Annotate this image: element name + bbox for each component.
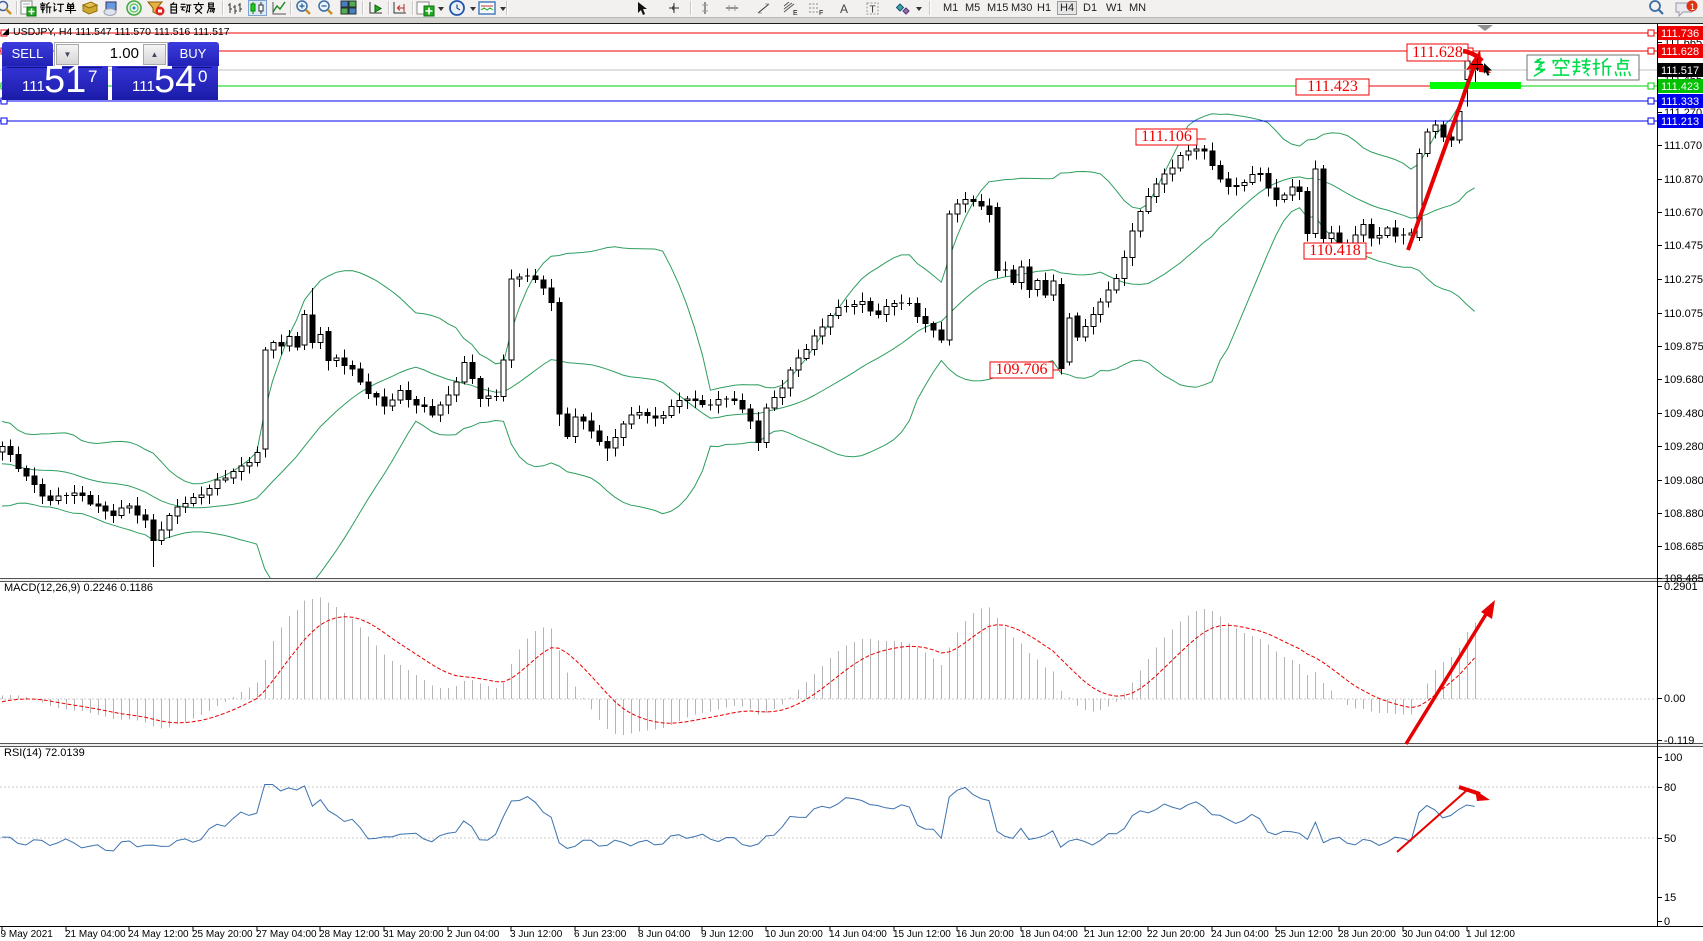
svg-text:16 Jun 20:00: 16 Jun 20:00 (956, 929, 1014, 940)
svg-text:111.106: 111.106 (1141, 128, 1192, 145)
svg-text:21 May 04:00: 21 May 04:00 (65, 929, 126, 940)
svg-text:111.628: 111.628 (1661, 46, 1699, 58)
svg-text:3 Jun 12:00: 3 Jun 12:00 (510, 929, 563, 940)
svg-text:27 May 04:00: 27 May 04:00 (256, 929, 317, 940)
svg-text:111.423: 111.423 (1661, 81, 1699, 93)
svg-text:1 Jul 12:00: 1 Jul 12:00 (1466, 929, 1515, 940)
svg-text:19 May 2021: 19 May 2021 (0, 929, 53, 940)
svg-text:24 Jun 04:00: 24 Jun 04:00 (1211, 929, 1269, 940)
svg-text:109.875: 109.875 (1664, 341, 1703, 353)
svg-text:30 Jun 04:00: 30 Jun 04:00 (1402, 929, 1460, 940)
svg-text:MACD(12,26,9) 0.2246 0.1186: MACD(12,26,9) 0.2246 0.1186 (4, 582, 153, 594)
svg-text:E: E (793, 10, 798, 17)
svg-text:111.736: 111.736 (1661, 28, 1699, 40)
svg-text:15: 15 (1664, 892, 1676, 904)
svg-text:109.280: 109.280 (1664, 441, 1703, 453)
svg-text:31 May 20:00: 31 May 20:00 (383, 929, 444, 940)
svg-text:RSI(14) 72.0139: RSI(14) 72.0139 (4, 747, 85, 759)
svg-text:1: 1 (1690, 2, 1695, 12)
svg-text:22 Jun 20:00: 22 Jun 20:00 (1147, 929, 1205, 940)
svg-text:100: 100 (1664, 752, 1682, 764)
svg-text:111.333: 111.333 (1661, 96, 1699, 108)
svg-text:25 May 20:00: 25 May 20:00 (192, 929, 253, 940)
svg-text:110.475: 110.475 (1664, 240, 1703, 252)
svg-text:0: 0 (1664, 916, 1670, 928)
svg-text:25 Jun 12:00: 25 Jun 12:00 (1275, 929, 1333, 940)
svg-text:109.080: 109.080 (1664, 475, 1703, 487)
svg-text:9 Jun 12:00: 9 Jun 12:00 (701, 929, 754, 940)
svg-text:111.070: 111.070 (1664, 140, 1702, 152)
svg-text:111.628: 111.628 (1412, 44, 1463, 61)
svg-text:28 Jun 20:00: 28 Jun 20:00 (1338, 929, 1396, 940)
svg-text:110.275: 110.275 (1664, 274, 1703, 286)
svg-text:50: 50 (1664, 833, 1676, 845)
svg-text:14 Jun 04:00: 14 Jun 04:00 (829, 929, 887, 940)
svg-text:24 May 12:00: 24 May 12:00 (128, 929, 189, 940)
svg-text:108.880: 108.880 (1664, 508, 1703, 520)
svg-text:108.685: 108.685 (1664, 541, 1703, 553)
svg-text:-0.119: -0.119 (1664, 735, 1694, 747)
svg-text:2 Jun 04:00: 2 Jun 04:00 (447, 929, 500, 940)
svg-text:109.480: 109.480 (1664, 408, 1703, 420)
svg-text:T: T (870, 5, 876, 16)
svg-text:USDJPY, H4 111.547 111.570 11: USDJPY, H4 111.547 111.570 111.516 111.5… (13, 26, 230, 38)
svg-text:111.213: 111.213 (1661, 116, 1699, 128)
svg-text:110.418: 110.418 (1309, 242, 1360, 259)
svg-text:0.00: 0.00 (1664, 693, 1685, 705)
svg-text:80: 80 (1664, 782, 1676, 794)
svg-text:110.870: 110.870 (1664, 174, 1703, 186)
svg-text:18 Jun 04:00: 18 Jun 04:00 (1020, 929, 1078, 940)
svg-text:108.485: 108.485 (1664, 573, 1703, 585)
svg-text:F: F (819, 10, 823, 17)
svg-text:15 Jun 12:00: 15 Jun 12:00 (893, 929, 951, 940)
svg-text:110.670: 110.670 (1664, 207, 1703, 219)
svg-text:109.680: 109.680 (1664, 374, 1703, 386)
svg-text:110.075: 110.075 (1664, 308, 1703, 320)
svg-text:A: A (840, 2, 848, 16)
svg-text:109.706: 109.706 (996, 361, 1048, 378)
svg-text:0.2901: 0.2901 (1664, 581, 1698, 593)
svg-text:111.423: 111.423 (1307, 78, 1358, 95)
svg-text:21 Jun 12:00: 21 Jun 12:00 (1084, 929, 1142, 940)
svg-text:28 May 12:00: 28 May 12:00 (319, 929, 380, 940)
svg-text:8 Jun 04:00: 8 Jun 04:00 (638, 929, 691, 940)
svg-text:10 Jun 20:00: 10 Jun 20:00 (765, 929, 823, 940)
svg-text:111.517: 111.517 (1661, 65, 1699, 77)
svg-text:6 Jun 23:00: 6 Jun 23:00 (574, 929, 627, 940)
